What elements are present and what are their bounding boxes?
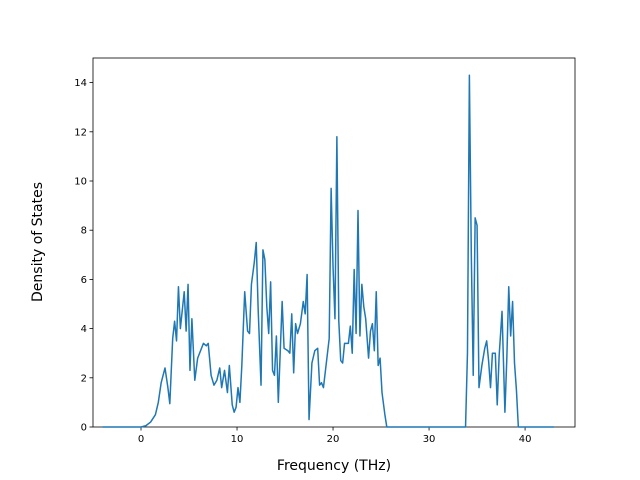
x-tick-label: 10 (231, 434, 244, 445)
x-tick-label: 40 (519, 434, 532, 445)
x-axis-label: Frequency (THz) (277, 458, 391, 474)
data-line (102, 74, 554, 428)
y-tick-label: 8 (81, 226, 87, 237)
y-tick-label: 2 (81, 373, 87, 384)
y-tick-label: 14 (74, 78, 87, 89)
y-tick-label: 0 (81, 423, 87, 434)
y-tick-label: 4 (81, 324, 87, 335)
plot-frame (92, 57, 576, 428)
y-tick-label: 6 (81, 275, 87, 286)
x-tick-label: 20 (327, 434, 340, 445)
x-tick-label: 30 (423, 434, 436, 445)
x-tick-label: 0 (138, 434, 144, 445)
y-axis-label: Density of States (30, 182, 46, 302)
y-tick-label: 12 (74, 127, 87, 138)
y-tick-label: 10 (74, 177, 87, 188)
